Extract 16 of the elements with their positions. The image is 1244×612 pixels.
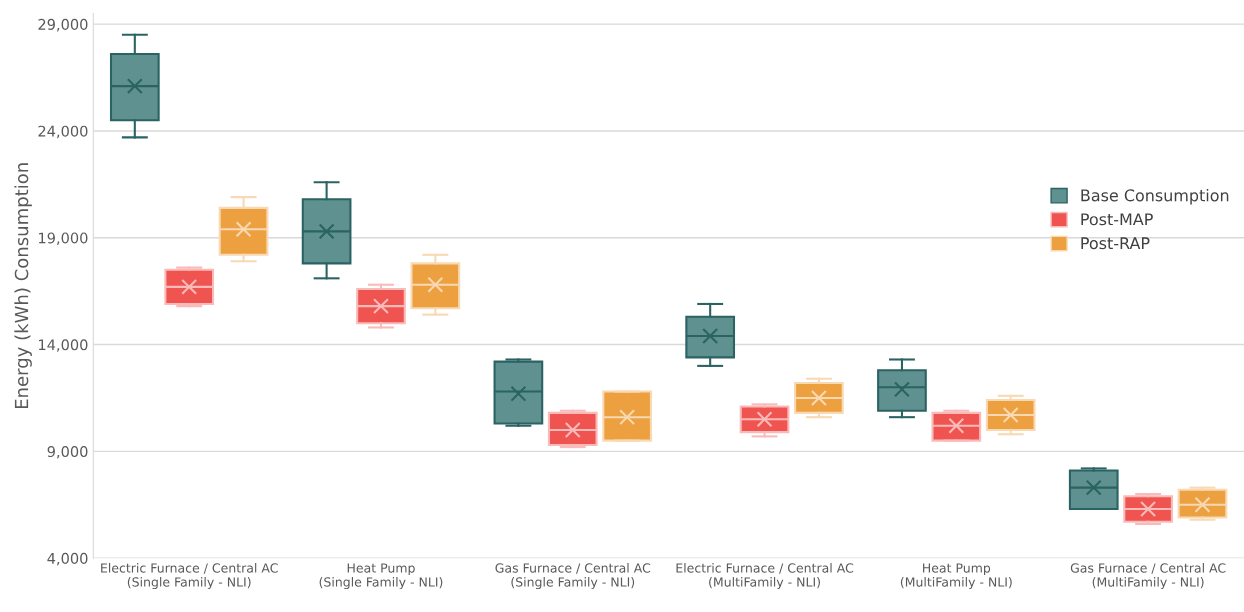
y-tick-label: 19,000 bbox=[39, 232, 88, 245]
legend-label: Base Consumption bbox=[1081, 189, 1229, 205]
y-tick-label: 4,000 bbox=[47, 552, 88, 566]
y-tick-label: 24,000 bbox=[38, 125, 88, 139]
legend-label: Post-MAP bbox=[1081, 213, 1153, 226]
y-axis-title: Energy (kWh) Consumption bbox=[14, 163, 32, 409]
y-tick-label: 29,000 bbox=[38, 18, 88, 32]
y-tick-label: 14,000 bbox=[39, 339, 88, 352]
x-tick-label: Gas Furnace / Central AC (Single Family - NLI) bbox=[495, 563, 651, 590]
x-tick-label: Heat Pump (Single Family - NLI) bbox=[319, 563, 443, 590]
x-tick-label: Electric Furnace / Central AC (Single Family - NLI) bbox=[101, 563, 278, 590]
x-tick-label: Electric Furnace / Central AC (MultiFamily - NLI) bbox=[676, 563, 854, 590]
x-tick-label: Heat Pump (MultiFamily - NLI) bbox=[900, 563, 1012, 590]
x-tick-label: Gas Furnace / Central AC (MultiFamily - NLI) bbox=[1070, 563, 1226, 590]
legend-label: Post-RAP bbox=[1081, 237, 1150, 250]
y-tick-label: 9,000 bbox=[47, 446, 88, 459]
